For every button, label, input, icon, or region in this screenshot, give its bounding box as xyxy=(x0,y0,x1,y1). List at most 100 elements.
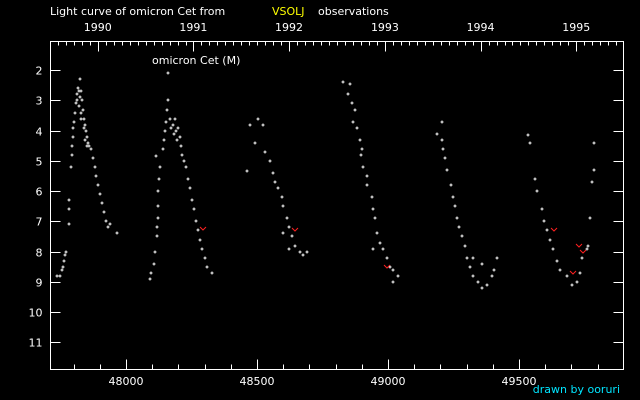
observation-point xyxy=(276,186,280,190)
observation-point xyxy=(346,92,350,96)
observation-point xyxy=(115,231,119,235)
observation-point xyxy=(435,132,439,136)
observation-point xyxy=(453,204,457,208)
observation-point xyxy=(460,234,464,238)
observation-point xyxy=(351,120,355,124)
observation-point xyxy=(463,244,467,248)
observation-point xyxy=(165,108,169,112)
observation-point xyxy=(396,274,400,278)
observation-point xyxy=(281,231,285,235)
y-tick-label: 7 xyxy=(36,216,43,229)
observation-point xyxy=(590,180,594,184)
observation-point xyxy=(72,120,76,124)
observation-point xyxy=(350,101,354,105)
observation-point xyxy=(388,265,392,269)
year-label: 1990 xyxy=(84,21,112,34)
observation-point xyxy=(301,253,305,257)
observation-point xyxy=(588,216,592,220)
observation-point xyxy=(592,168,596,172)
observation-point xyxy=(261,123,265,127)
observation-point xyxy=(176,126,180,130)
chart-title-suffix: observations xyxy=(318,5,389,18)
chart-title: Light curve of omicron Cet from xyxy=(50,5,225,18)
y-tick-label: 6 xyxy=(36,186,43,199)
year-label: 1994 xyxy=(467,21,495,34)
observation-point xyxy=(186,177,190,181)
observation-point xyxy=(192,207,196,211)
observation-point xyxy=(298,250,302,254)
observation-point xyxy=(305,250,309,254)
observation-point xyxy=(365,174,369,178)
observation-point xyxy=(67,222,71,226)
credit-label: drawn by ooruri xyxy=(533,383,620,396)
observation-point xyxy=(78,77,82,81)
fainter-than-limit-mark xyxy=(575,243,583,248)
observation-point xyxy=(480,262,484,266)
observation-point xyxy=(169,126,173,130)
observation-point xyxy=(476,280,480,284)
observation-point xyxy=(175,138,179,142)
observation-point xyxy=(155,225,159,229)
observation-point xyxy=(184,165,188,169)
observation-point xyxy=(164,120,168,124)
observation-point xyxy=(74,101,78,105)
series-label: omicron Cet (M) xyxy=(152,54,240,67)
observation-point xyxy=(82,126,86,130)
observation-point xyxy=(293,244,297,248)
observation-point xyxy=(348,82,352,86)
y-tick-label: 3 xyxy=(36,95,43,108)
observation-point xyxy=(155,234,159,238)
observation-point xyxy=(67,207,71,211)
observation-point xyxy=(174,129,178,133)
observation-point xyxy=(449,183,453,187)
observation-point xyxy=(77,104,81,108)
observation-point xyxy=(451,195,455,199)
observation-point xyxy=(70,153,74,157)
observation-point xyxy=(63,253,67,257)
observation-point xyxy=(87,144,91,148)
year-label: 1993 xyxy=(371,21,399,34)
observation-point xyxy=(245,169,249,173)
observation-point xyxy=(495,256,499,260)
fainter-than-limit-mark xyxy=(199,226,207,231)
observation-point xyxy=(153,250,157,254)
observation-point xyxy=(96,183,100,187)
observation-point xyxy=(79,117,83,121)
y-tick-label: 5 xyxy=(36,156,43,169)
observation-point xyxy=(108,222,112,226)
observation-point xyxy=(162,138,166,142)
observation-point xyxy=(166,71,170,75)
observation-point xyxy=(528,141,532,145)
observation-point xyxy=(281,204,285,208)
observation-point xyxy=(359,153,363,157)
observation-point xyxy=(81,108,85,112)
observation-point xyxy=(64,250,68,254)
observation-point xyxy=(180,153,184,157)
observation-point xyxy=(205,265,209,269)
observation-point xyxy=(285,216,289,220)
observation-point xyxy=(248,123,252,127)
observation-point xyxy=(78,95,82,99)
observation-point xyxy=(585,247,589,251)
observation-point xyxy=(575,280,579,284)
observation-point xyxy=(85,135,89,139)
observation-point xyxy=(490,274,494,278)
fainter-than-limit-mark xyxy=(569,270,577,275)
observation-point xyxy=(365,183,369,187)
observation-point xyxy=(84,129,88,133)
observation-point xyxy=(75,98,79,102)
observation-point xyxy=(82,117,86,121)
observation-point xyxy=(535,189,539,193)
observation-point xyxy=(188,186,192,190)
observation-point xyxy=(443,156,447,160)
observation-point xyxy=(378,241,382,245)
y-tick-label: 2 xyxy=(36,65,43,78)
x-tick-label: 48500 xyxy=(239,375,274,388)
observation-point xyxy=(173,117,177,121)
observation-point xyxy=(370,195,374,199)
observation-point xyxy=(457,225,461,229)
observation-point xyxy=(73,111,77,115)
observation-point xyxy=(440,138,444,142)
observation-point xyxy=(93,165,97,169)
observation-point xyxy=(555,259,559,263)
